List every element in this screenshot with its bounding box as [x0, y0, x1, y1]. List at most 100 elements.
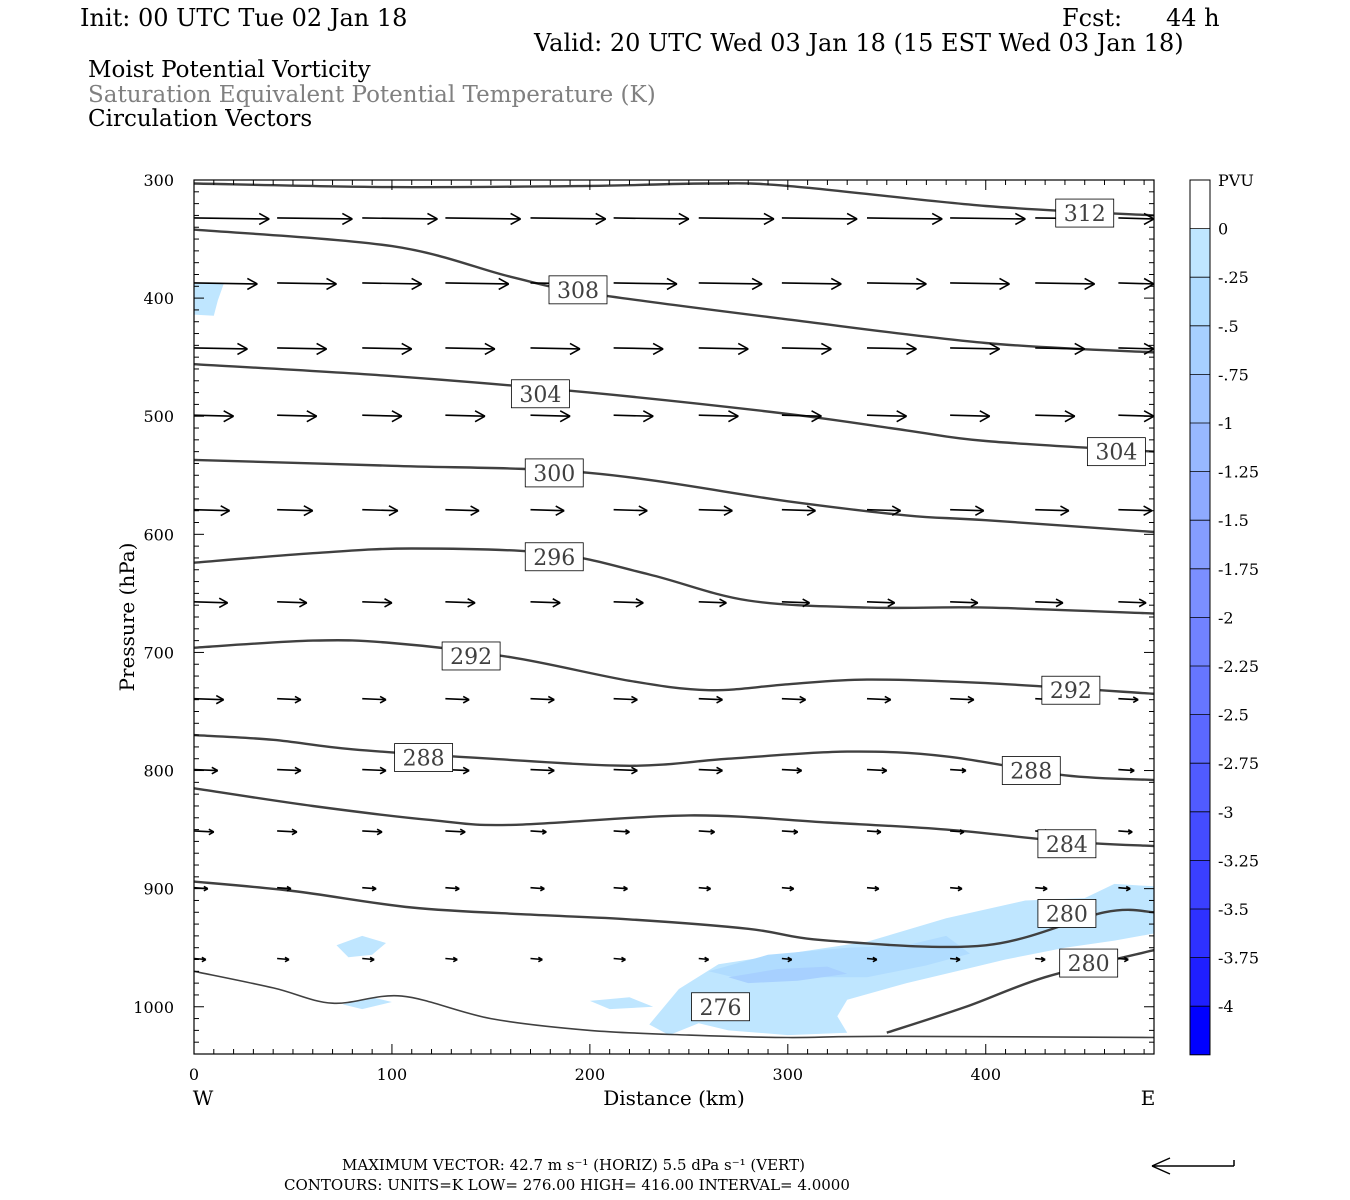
- vector-shaft: [613, 282, 677, 285]
- vector-head: [891, 505, 902, 517]
- vector-head: [787, 956, 793, 963]
- vector-head: [258, 212, 270, 226]
- vector-head: [341, 212, 353, 226]
- colorbar-swatch: [1190, 325, 1210, 375]
- vector-shaft: [613, 830, 630, 833]
- vector-head: [638, 505, 648, 517]
- vector-shaft: [277, 347, 327, 350]
- vector-shaft: [193, 768, 218, 772]
- circulation-vector: [193, 212, 270, 226]
- vector-head: [510, 212, 521, 226]
- circulation-vector: [613, 212, 690, 226]
- circulation-vector: [866, 956, 878, 963]
- vector-shaft: [613, 601, 644, 604]
- vector-shaft: [781, 830, 798, 833]
- colorbar-swatch: [1190, 909, 1210, 958]
- vector-shaft: [698, 830, 715, 833]
- vector-head: [846, 212, 858, 226]
- colorbar-swatch: [1190, 568, 1210, 618]
- reference-vector-left-arrow-icon: [1151, 1157, 1235, 1175]
- vector-head: [388, 505, 399, 517]
- circulation-vector: [698, 766, 723, 775]
- y-tick-label: 300: [143, 171, 174, 190]
- vector-head: [237, 342, 248, 356]
- vector-head: [286, 885, 292, 892]
- contour-label-box-11: [1037, 899, 1097, 928]
- circulation-vector: [530, 598, 561, 608]
- circulation-vector: [193, 277, 258, 291]
- circulation-vector: [950, 277, 1010, 291]
- vector-shaft: [362, 282, 422, 285]
- vector-shaft: [1035, 282, 1095, 285]
- colorbar-label: -.5: [1218, 317, 1239, 336]
- circulation-vector: [866, 695, 892, 704]
- vector-shaft: [362, 830, 383, 833]
- vector-shaft: [530, 957, 543, 961]
- vector-head: [454, 885, 460, 892]
- vector-shaft: [781, 508, 816, 512]
- circulation-vector: [277, 598, 308, 608]
- vector-shaft: [277, 217, 353, 220]
- circulation-vector: [277, 277, 337, 291]
- vector-head: [1055, 598, 1064, 608]
- circulation-vector: [193, 597, 229, 609]
- vector-head: [999, 277, 1010, 291]
- colorbar-swatch: [1190, 471, 1210, 521]
- vector-head: [391, 410, 403, 423]
- circulation-vector: [866, 885, 880, 892]
- vector-head: [1064, 410, 1076, 423]
- contour-label-284: 284: [1046, 833, 1088, 858]
- colorbar-label: -3.75: [1218, 949, 1259, 968]
- circulation-vector: [613, 505, 648, 517]
- circulation-vector: [866, 410, 907, 423]
- circulation-vector: [1035, 410, 1076, 423]
- vector-head: [625, 829, 630, 835]
- circulation-vector: [950, 505, 985, 517]
- vector-head: [246, 277, 258, 291]
- vector-head: [474, 410, 486, 423]
- vector-shaft: [866, 282, 927, 285]
- vector-shaft: [950, 768, 967, 772]
- circulation-vector: [698, 505, 733, 517]
- x-tick-label: 400: [970, 1065, 1001, 1084]
- vector-shaft: [698, 217, 774, 220]
- vector-shaft: [698, 697, 723, 701]
- circulation-vector: [1035, 956, 1046, 963]
- circulation-vector: [1118, 696, 1139, 704]
- vector-head: [872, 956, 878, 963]
- circulation-vector: [781, 767, 803, 774]
- circulation-vector: [866, 342, 917, 356]
- vector-shaft: [781, 886, 794, 890]
- vector-shaft: [866, 347, 917, 350]
- colorbar-swatch: [1190, 423, 1210, 472]
- vector-shaft: [613, 957, 626, 961]
- circulation-vector: [950, 212, 1026, 226]
- vector-head: [552, 598, 561, 608]
- circulation-vector: [530, 766, 555, 775]
- circulation-vector: [613, 695, 638, 704]
- vector-head: [1129, 767, 1135, 774]
- vector-head: [974, 505, 985, 517]
- vector-shaft: [277, 886, 292, 890]
- circulation-vector: [1118, 342, 1155, 356]
- vector-head: [303, 505, 314, 517]
- vector-head: [326, 277, 337, 291]
- circulation-vector: [866, 277, 927, 291]
- circulation-vector: [530, 410, 571, 423]
- vector-shaft: [781, 601, 810, 604]
- vector-shaft: [781, 697, 806, 701]
- vector-head: [631, 695, 638, 704]
- vector-shaft: [277, 957, 290, 961]
- vector-head: [284, 956, 290, 963]
- vector-shaft: [445, 697, 470, 701]
- contour-line-280-11: [193, 880, 1155, 949]
- circulation-vector: [362, 505, 399, 517]
- circulation-vector: [781, 212, 858, 226]
- vector-head: [595, 212, 607, 226]
- vector-head: [218, 597, 229, 609]
- vector-shaft: [530, 697, 555, 701]
- circulation-vector: [613, 598, 644, 608]
- vector-shaft: [193, 347, 248, 350]
- vector-head: [906, 342, 917, 356]
- circulation-vector: [1118, 885, 1131, 892]
